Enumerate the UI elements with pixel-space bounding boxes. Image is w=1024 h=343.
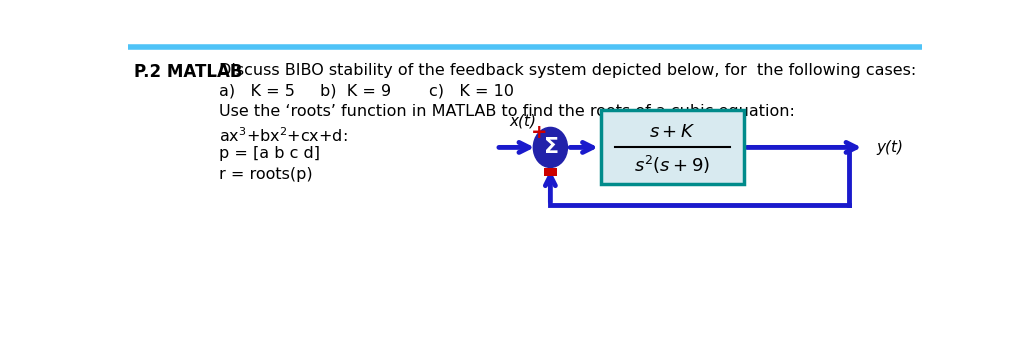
FancyBboxPatch shape [601,110,744,184]
Text: a)   K = 5: a) K = 5 [219,83,295,98]
Text: $\mathbf{\Sigma}$: $\mathbf{\Sigma}$ [543,138,558,157]
Text: $s+K$: $s+K$ [649,123,695,141]
Ellipse shape [534,127,567,167]
Text: b)  K = 9: b) K = 9 [321,83,391,98]
Text: y(t): y(t) [876,140,903,155]
Text: p = [a b c d]: p = [a b c d] [219,146,321,161]
Text: Discuss BIBO stability of the feedback system depicted below, for  the following: Discuss BIBO stability of the feedback s… [219,63,916,78]
Text: c)   K = 10: c) K = 10 [429,83,514,98]
Text: ax$^3$+bx$^2$+cx+d:: ax$^3$+bx$^2$+cx+d: [219,127,348,145]
Text: x(t): x(t) [510,113,537,128]
Text: P.2 MATLAB: P.2 MATLAB [134,63,243,81]
FancyBboxPatch shape [544,168,557,176]
Text: +: + [531,122,548,142]
Text: r = roots(p): r = roots(p) [219,167,313,182]
Text: Use the ‘roots’ function in MATLAB to find the roots of a cubic equation:: Use the ‘roots’ function in MATLAB to fi… [219,104,796,119]
Text: $s^2(s+9)$: $s^2(s+9)$ [635,154,711,176]
